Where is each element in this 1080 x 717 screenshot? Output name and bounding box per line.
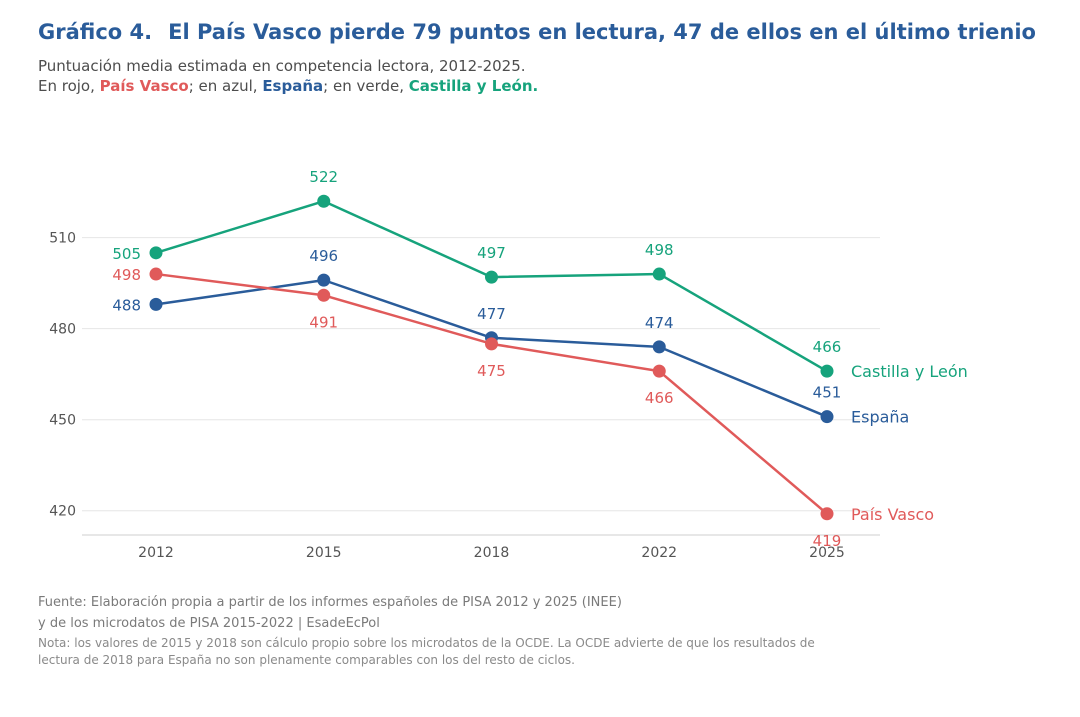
data-point (820, 364, 834, 378)
y-tick-label: 420 (49, 504, 76, 520)
subtitle-blue-label: España (262, 77, 324, 95)
figure-number: Gráfico 4. (38, 20, 153, 44)
subtitle-prefix: En rojo, (38, 77, 100, 95)
chart-title: Gráfico 4. El País Vasco pierde 79 puntos… (38, 20, 1036, 44)
subtitle-green-label: Castilla y León. (408, 77, 539, 95)
subtitle-mid-2: ; en verde, (323, 77, 409, 95)
data-label: 488 (112, 296, 141, 314)
data-label: 522 (309, 168, 338, 186)
title-text: El País Vasco pierde 79 puntos en lectur… (168, 20, 1036, 44)
data-point (317, 194, 331, 208)
data-point (820, 507, 834, 521)
y-tick-label: 480 (49, 322, 76, 338)
series-end-label: España (851, 408, 909, 427)
data-label: 466 (645, 389, 674, 407)
chart-footer: Fuente: Elaboración propia a partir de l… (38, 592, 815, 668)
data-point (149, 267, 163, 281)
note-line-2: lectura de 2018 para España no son plena… (38, 653, 575, 667)
data-label: 496 (309, 247, 338, 265)
x-tick-label: 2015 (306, 545, 342, 561)
subtitle-line-1: Puntuación media estimada en competencia… (38, 57, 526, 75)
data-point (149, 297, 163, 311)
y-tick-label: 510 (49, 231, 76, 247)
series-end-label: País Vasco (851, 505, 934, 524)
series-end-label: Castilla y León (851, 362, 968, 381)
chart-subtitle: Puntuación media estimada en competencia… (38, 56, 538, 96)
data-label: 477 (477, 305, 506, 323)
x-tick-label: 2018 (474, 545, 510, 561)
data-point (485, 270, 498, 284)
data-point (652, 267, 666, 281)
data-label: 466 (813, 338, 842, 356)
x-tick-label: 2022 (641, 545, 677, 561)
subtitle-red-label: País Vasco (99, 77, 189, 95)
x-tick-label: 2025 (809, 545, 845, 561)
source-line-1: Fuente: Elaboración propia a partir de l… (38, 595, 622, 610)
data-label: 498 (112, 266, 141, 284)
data-label: 498 (645, 241, 674, 259)
data-point (652, 364, 666, 378)
data-point (820, 410, 834, 424)
data-label: 491 (309, 313, 338, 331)
subtitle-mid-1: ; en azul, (188, 77, 263, 95)
data-label: 419 (813, 532, 842, 550)
data-label: 475 (477, 362, 506, 380)
data-point (149, 246, 163, 260)
subtitle-line-2: En rojo, País Vasco; en azul, España; en… (38, 76, 538, 96)
data-label: 497 (477, 244, 506, 262)
data-point (317, 288, 331, 302)
data-point (652, 340, 666, 354)
y-tick-label: 450 (49, 413, 76, 429)
note-line-1: Nota: los valores de 2015 y 2018 son cál… (38, 636, 815, 650)
data-point (317, 273, 331, 287)
data-point (485, 337, 498, 351)
x-tick-label: 2012 (138, 545, 174, 561)
data-label: 474 (645, 314, 674, 332)
source-line-2: y de los microdatos de PISA 2015-2022 | … (38, 616, 380, 631)
data-label: 505 (112, 245, 141, 263)
data-label: 451 (813, 384, 842, 402)
